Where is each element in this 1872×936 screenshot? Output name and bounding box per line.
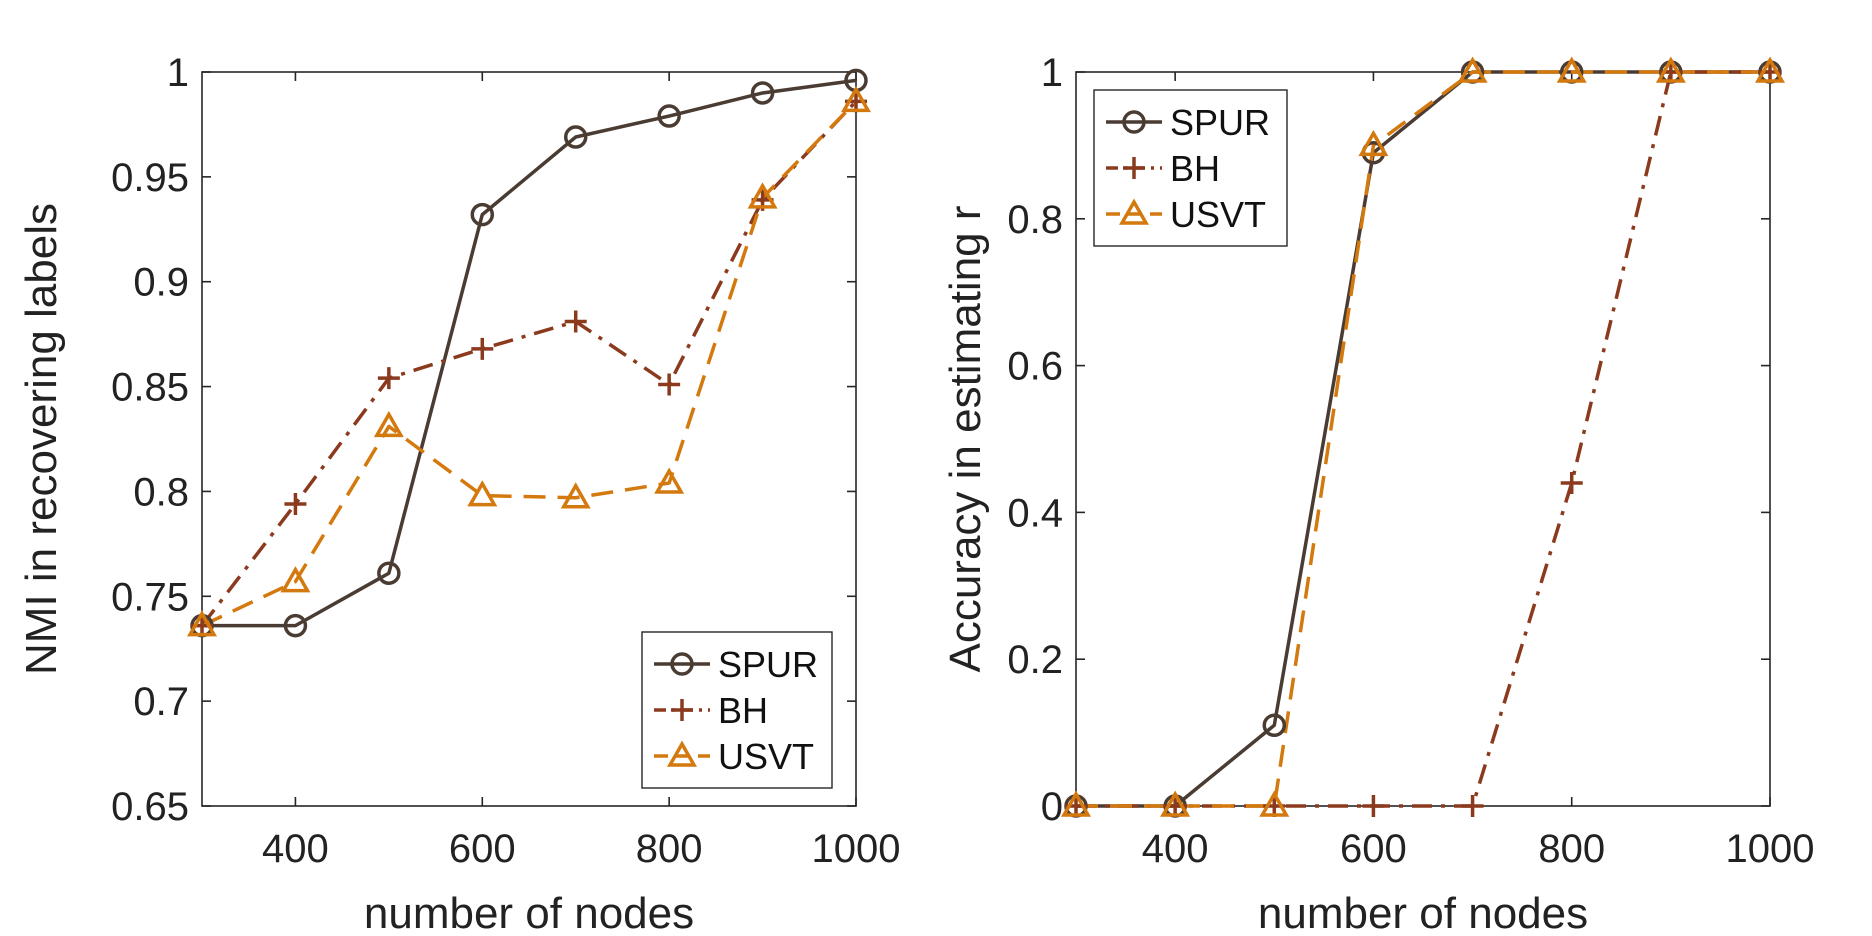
data-point-usvt-1000 xyxy=(1754,56,1786,83)
data-point-usvt-500 xyxy=(373,410,404,438)
y-tick-label: 0.2 xyxy=(1007,638,1063,682)
data-point-usvt-900 xyxy=(747,182,778,209)
data-point-bh-800 xyxy=(658,373,681,396)
legend: SPUR BH USVT xyxy=(1093,89,1288,247)
y-tick-label: 0.6 xyxy=(1007,345,1063,389)
data-point-bh-400 xyxy=(284,493,307,516)
x-axis-label: number of nodes xyxy=(364,889,694,936)
legend-marker-spur xyxy=(1122,110,1146,134)
data-point-usvt-400 xyxy=(1160,790,1191,817)
y-tick-label: 0.8 xyxy=(133,470,189,514)
y-tick-label: 0.75 xyxy=(111,575,189,619)
data-point-bh-700 xyxy=(1461,795,1484,817)
y-tick-label: 0.9 xyxy=(133,261,189,305)
data-point-spur-500 xyxy=(1262,713,1287,738)
x-tick-label: 1000 xyxy=(812,827,901,871)
y-tick-label: 1 xyxy=(1041,51,1063,95)
data-point-usvt-900 xyxy=(1655,56,1686,83)
legend-label-bh: BH xyxy=(1170,148,1220,189)
data-point-usvt-300 xyxy=(1060,790,1092,817)
series-line-usvt xyxy=(201,100,858,628)
y-tick-label: 0.8 xyxy=(1007,198,1063,242)
series-line-bh xyxy=(200,100,858,627)
data-point-usvt-800 xyxy=(654,467,685,494)
legend-marker-usvt xyxy=(666,740,698,767)
x-tick-label: 400 xyxy=(262,827,329,871)
legend-label-usvt: USVT xyxy=(1170,194,1266,235)
data-point-usvt-400 xyxy=(280,566,311,593)
data-point-bh-600 xyxy=(471,337,494,360)
x-tick-label: 800 xyxy=(1538,827,1605,871)
data-point-spur-800 xyxy=(657,104,681,128)
legend-marker-bh xyxy=(671,699,693,721)
legend-label-bh: BH xyxy=(718,690,768,731)
x-tick-label: 600 xyxy=(1340,827,1407,871)
data-point-spur-500 xyxy=(377,561,401,585)
data-point-usvt-700 xyxy=(560,482,591,509)
x-tick-label: 800 xyxy=(636,827,703,871)
data-point-usvt-800 xyxy=(1556,56,1587,83)
chart-panel-2: 400 600 800 1000 0 0.2 0.4 0.6 0.8 1 number of nod… xyxy=(941,51,1814,936)
y-tick-label: 0.4 xyxy=(1007,491,1063,535)
y-tick-label: 1 xyxy=(167,51,189,95)
y-tick-label: 0.85 xyxy=(111,366,189,410)
y-tick-label: 0 xyxy=(1041,785,1063,829)
y-tick-label: 0.65 xyxy=(111,785,189,829)
data-point-usvt-1000 xyxy=(840,85,872,113)
data-point-usvt-600 xyxy=(1358,129,1389,157)
data-point-usvt-300 xyxy=(186,610,218,637)
data-point-usvt-700 xyxy=(1457,56,1488,83)
data-point-bh-800 xyxy=(1560,472,1583,495)
x-tick-label: 600 xyxy=(449,827,516,871)
data-point-spur-900 xyxy=(750,81,775,105)
legend-marker-usvt xyxy=(1118,198,1150,225)
data-point-spur-700 xyxy=(563,125,588,149)
y-axis-label: NMI in recovering labels xyxy=(17,203,66,675)
legend-marker-bh xyxy=(1123,157,1145,179)
legend-marker-spur xyxy=(670,652,694,676)
x-tick-label: 400 xyxy=(1142,827,1209,871)
y-axis-label: Accuracy in estimating r xyxy=(941,205,990,672)
data-point-bh-600 xyxy=(1362,795,1385,817)
x-tick-label: 1000 xyxy=(1726,827,1815,871)
data-point-bh-500 xyxy=(377,367,400,390)
x-axis-label: number of nodes xyxy=(1258,889,1588,936)
chart-panel-1: 400 600 800 1000 0.65 0.7 0.75 0.8 0.85 0.9 0.95 1 n… xyxy=(17,51,900,936)
legend-label-usvt: USVT xyxy=(718,736,814,777)
legend-label-spur: SPUR xyxy=(718,644,818,685)
y-tick-label: 0.7 xyxy=(133,680,189,724)
series-line-spur xyxy=(202,78,857,628)
data-point-usvt-500 xyxy=(1259,790,1290,817)
legend-label-spur: SPUR xyxy=(1170,102,1270,143)
data-point-spur-600 xyxy=(470,202,495,227)
series-line-usvt xyxy=(1076,70,1770,808)
legend: SPUR BH USVT xyxy=(641,631,833,789)
y-tick-label: 0.95 xyxy=(111,156,189,200)
data-point-usvt-600 xyxy=(467,480,498,507)
data-point-spur-400 xyxy=(283,613,308,638)
data-point-bh-700 xyxy=(564,310,587,333)
